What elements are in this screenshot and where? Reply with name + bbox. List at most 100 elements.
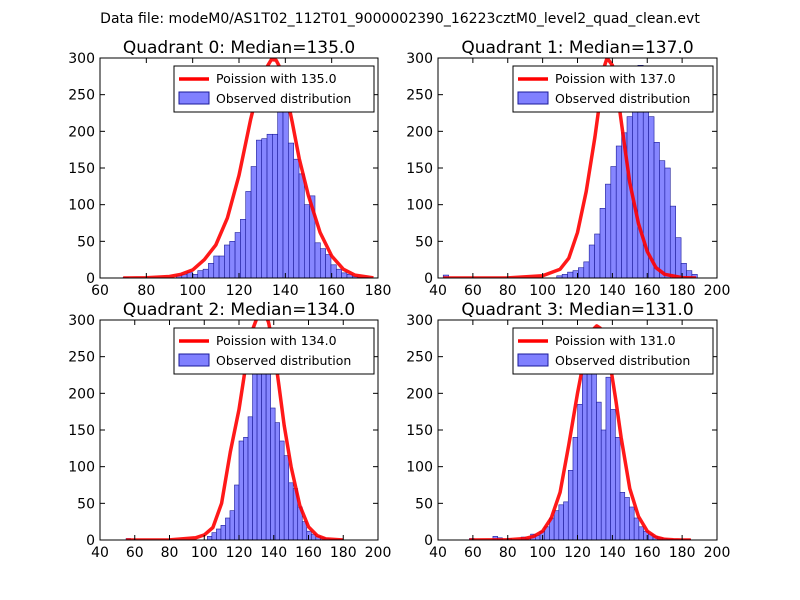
legend-curve-label: Poission with 131.0 [555, 333, 676, 348]
y-tick-label: 150 [406, 161, 433, 177]
histogram-bar [591, 357, 597, 540]
x-tick-label: 80 [137, 283, 155, 299]
histogram-bar [633, 517, 640, 540]
legend: Poission with 134.0 Observed distribution [173, 327, 375, 375]
y-tick-label: 300 [406, 51, 433, 67]
y-tick-label: 150 [68, 423, 95, 439]
y-tick-label: 50 [77, 496, 95, 512]
histogram-bar [567, 271, 574, 278]
histogram-bar [288, 482, 294, 540]
histogram-bar [624, 497, 630, 540]
histogram-bar [594, 233, 601, 278]
x-tick-label: 200 [704, 283, 731, 299]
histogram-bars [122, 72, 369, 278]
figure-title: Data file: modeM0/AS1T02_112T01_90000023… [100, 11, 700, 27]
histogram-bar [583, 261, 590, 278]
histogram-bar [197, 270, 204, 278]
histogram-bar [245, 191, 252, 278]
histogram-bar [306, 530, 312, 540]
histogram-bar [279, 440, 285, 540]
y-tick-label: 300 [406, 313, 433, 329]
histogram-bar [572, 437, 578, 540]
legend: Poission with 135.0 Observed distribution [173, 65, 375, 113]
histogram-bar [664, 167, 671, 278]
y-tick-label: 0 [86, 533, 95, 549]
histogram-bar [619, 492, 626, 540]
histogram-bar [211, 532, 217, 540]
x-tick-label: 120 [226, 545, 253, 561]
x-tick-label: 120 [564, 545, 591, 561]
histogram-bar [243, 437, 249, 540]
histogram-bar [320, 248, 326, 278]
histogram-bar [605, 183, 612, 278]
histogram-bar [669, 205, 676, 278]
histogram-bar [325, 254, 332, 278]
histogram-bar [567, 470, 574, 540]
legend-observed-label: Observed distribution [216, 91, 351, 106]
histogram-bar [632, 94, 639, 278]
y-tick-label: 250 [406, 350, 433, 366]
histogram-bar [207, 536, 213, 540]
histogram-bar [596, 401, 602, 540]
x-tick-label: 180 [669, 283, 696, 299]
x-tick-label: 200 [365, 545, 392, 561]
y-tick-label: 0 [86, 271, 95, 287]
histogram-bar [659, 160, 666, 278]
histogram-bar [638, 526, 644, 540]
histogram-bar [202, 268, 209, 278]
histogram-bar [256, 139, 263, 278]
x-tick-label: 40 [429, 545, 447, 561]
histogram-bar [553, 510, 560, 540]
histogram-bar [240, 219, 247, 278]
y-tick-label: 150 [406, 423, 433, 439]
histogram-bar [309, 195, 316, 278]
y-tick-label: 300 [68, 313, 95, 329]
chart-panel-3: Quadrant 3: Median=131.0 40 60 80 100 120 140 1… [406, 300, 730, 561]
poisson-curve [123, 58, 374, 278]
histogram-bar [293, 158, 300, 278]
histogram-bar [314, 242, 321, 278]
x-tick-label: 40 [429, 283, 447, 299]
histogram-bar [256, 352, 262, 540]
panel-title: Quadrant 3: Median=131.0 [461, 300, 693, 320]
histogram-bar [277, 101, 284, 278]
x-tick-label: 120 [226, 283, 253, 299]
x-tick-label: 120 [564, 283, 591, 299]
histogram-bar [272, 133, 278, 278]
histogram-bar [247, 416, 253, 540]
histogram-bar [213, 255, 220, 278]
panel-title: Quadrant 2: Median=134.0 [123, 300, 355, 320]
histogram-bar [653, 142, 660, 278]
y-tick-label: 100 [406, 198, 433, 214]
panel-title: Quadrant 1: Median=137.0 [461, 38, 693, 58]
y-tick-label: 200 [406, 124, 433, 140]
y-tick-label: 250 [406, 88, 433, 104]
y-tick-label: 150 [68, 161, 95, 177]
x-tick-label: 80 [499, 283, 517, 299]
histogram-bar [605, 376, 611, 540]
x-tick-label: 40 [91, 545, 109, 561]
y-tick-label: 200 [68, 386, 95, 402]
x-tick-label: 200 [704, 545, 731, 561]
histogram-bar [229, 241, 236, 278]
histogram-bar [288, 142, 294, 278]
y-tick-label: 250 [68, 350, 95, 366]
legend-bar-swatch [178, 353, 210, 367]
histogram-bar [283, 455, 289, 540]
legend-observed-label: Observed distribution [555, 353, 690, 368]
histogram-bar [577, 404, 583, 540]
histogram-bar [220, 525, 226, 540]
histogram-bar [250, 166, 257, 278]
x-tick-label: 180 [365, 283, 392, 299]
histogram-bar [558, 504, 564, 540]
y-tick-label: 0 [424, 533, 433, 549]
y-tick-label: 100 [68, 460, 95, 476]
y-tick-label: 200 [68, 124, 95, 140]
legend-observed-label: Observed distribution [216, 353, 351, 368]
panel-title: Quadrant 0: Median=135.0 [123, 38, 355, 58]
x-tick-label: 160 [318, 283, 345, 299]
histogram-bar [335, 268, 342, 278]
poisson-curve [443, 58, 697, 278]
histogram-bar [610, 409, 616, 540]
